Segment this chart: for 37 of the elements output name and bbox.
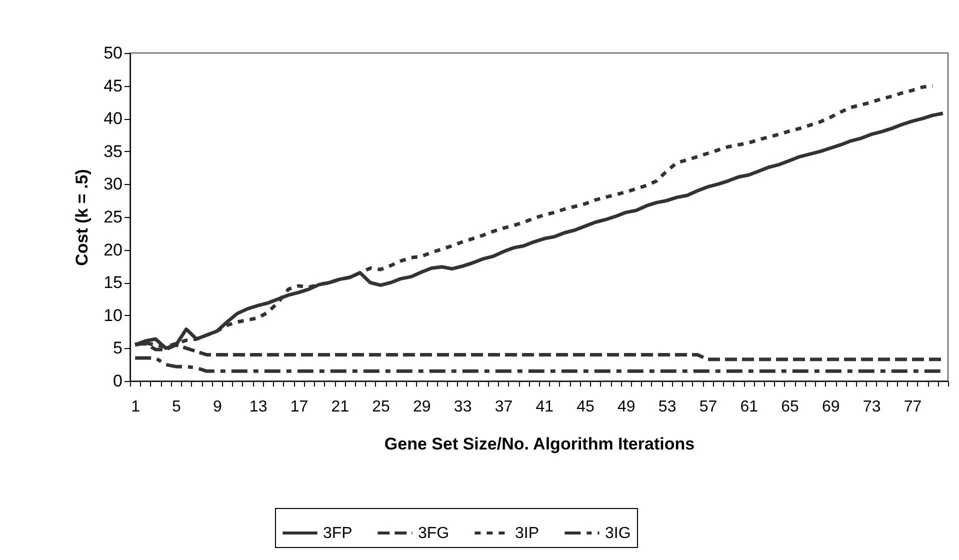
- y-tick-label: 15: [104, 273, 122, 292]
- x-tick-label: 21: [331, 398, 350, 416]
- y-tick-label: 0: [113, 372, 122, 390]
- y-tick-label: 45: [104, 76, 122, 96]
- legend-label: 3FP: [323, 525, 352, 542]
- x-axis-title: Gene Set Size/No. Algorithm Iterations: [384, 434, 695, 454]
- x-tick-label: 69: [822, 398, 840, 416]
- x-tick-label: 13: [249, 398, 268, 416]
- y-tick-label: 35: [104, 142, 122, 161]
- y-tick-label: 25: [104, 208, 122, 226]
- legend-label: 3FG: [418, 525, 450, 542]
- legend-label: 3IG: [605, 525, 631, 542]
- x-tick-label: 37: [494, 398, 513, 416]
- x-tick-label: 53: [658, 398, 676, 416]
- x-tick-label: 57: [699, 398, 718, 416]
- x-tick-label: 29: [413, 398, 431, 416]
- y-tick-label: 5: [113, 338, 122, 358]
- y-tick-label: 10: [104, 306, 122, 325]
- y-tick-label: 40: [104, 109, 122, 128]
- y-tick-label: 30: [104, 174, 122, 194]
- x-tick-label: 45: [576, 398, 595, 416]
- legend-label: 3IP: [515, 525, 540, 542]
- y-axis-title: Cost (k = .5): [72, 169, 92, 266]
- x-tick-label: 41: [536, 398, 554, 416]
- x-tick-label: 5: [172, 398, 182, 416]
- x-tick-label: 9: [212, 398, 222, 416]
- x-tick-label: 49: [618, 398, 636, 416]
- x-tick-label: 33: [454, 398, 472, 416]
- x-tick-label: 1: [131, 398, 140, 416]
- x-tick-label: 73: [862, 398, 881, 416]
- y-tick-label: 50: [104, 44, 122, 62]
- x-tick-label: 17: [290, 398, 308, 416]
- x-tick-label: 65: [781, 398, 800, 416]
- x-tick-label: 61: [740, 398, 758, 416]
- x-tick-label: 77: [904, 398, 922, 416]
- y-tick-label: 20: [104, 240, 122, 260]
- x-tick-label: 25: [372, 398, 390, 416]
